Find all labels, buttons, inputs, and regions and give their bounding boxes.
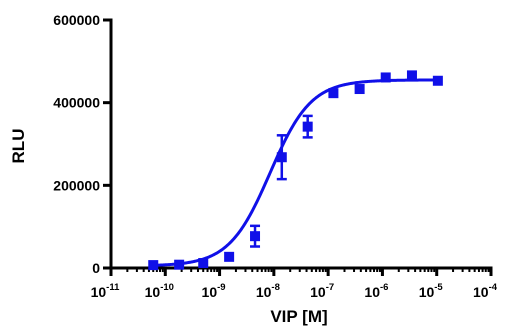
x-tick-label: 10-10 [145,282,174,300]
data-point [328,88,339,99]
x-tick-label: 10-4 [473,282,498,300]
x-tick-label: 10-9 [202,282,226,300]
x-tick-label: 10-8 [256,282,280,300]
data-point [302,121,313,132]
data-point [432,75,443,86]
x-axis-ticks: 10-11 10-10 10-9 10-8 10-7 10-6 10-5 10-4 [91,268,498,300]
data-point [380,72,391,83]
y-tick-label: 0 [92,260,100,276]
y-tick-label: 400000 [53,95,100,111]
data-point [224,251,235,262]
x-tick-label: 10-6 [364,282,388,300]
x-tick-label: 10-5 [419,282,444,300]
x-tick-label: 10-11 [91,282,121,300]
data-point [198,258,209,269]
x-axis-title: VIP [M] [270,307,327,326]
data-point [174,259,185,270]
x-tick-label: 10-7 [310,282,334,300]
data-point [354,84,365,95]
y-axis-ticks: 0 200000 400000 600000 [53,12,111,276]
y-tick-label: 200000 [53,177,100,193]
y-axis-title: RLU [9,129,28,164]
data-point [276,152,287,163]
data-points [148,70,443,271]
data-point [406,70,417,81]
fit-curve [153,78,438,267]
data-point [148,260,159,271]
data-point [250,231,261,242]
y-tick-label: 600000 [53,12,100,28]
